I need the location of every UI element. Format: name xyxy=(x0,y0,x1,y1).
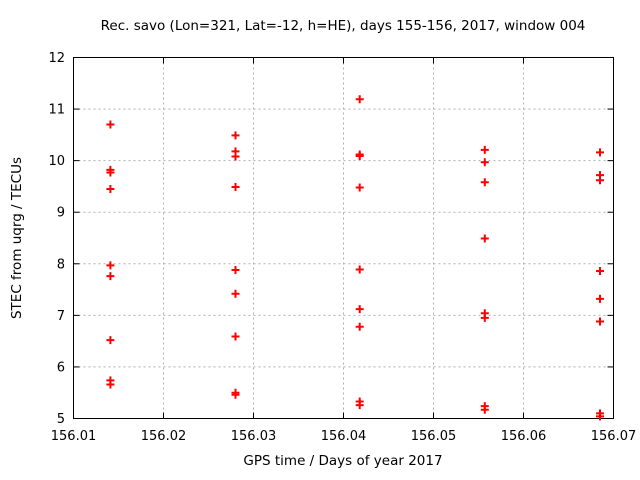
x-tick-label: 156.06 xyxy=(501,429,547,444)
x-tick-label: 156.02 xyxy=(141,429,187,444)
y-tick-label: 7 xyxy=(57,309,65,324)
data-point-marker xyxy=(355,265,364,274)
data-point-marker xyxy=(106,185,115,194)
data-point-marker xyxy=(596,317,604,326)
data-point-marker xyxy=(480,145,489,154)
x-tick-label: 156.07 xyxy=(591,429,637,444)
x-tick-label: 156.03 xyxy=(231,429,277,444)
data-point-marker xyxy=(231,265,240,274)
data-point-marker xyxy=(596,412,604,421)
x-tick-label: 156.01 xyxy=(51,429,97,444)
y-tick-label: 9 xyxy=(57,206,65,221)
data-point-marker xyxy=(106,168,115,177)
data-point-marker xyxy=(355,152,364,161)
y-tick-label: 11 xyxy=(48,103,65,118)
data-point-marker xyxy=(106,120,115,129)
data-point-marker xyxy=(231,332,240,341)
data-point-marker xyxy=(231,182,240,191)
data-point-marker xyxy=(106,336,115,345)
y-tick-label: 6 xyxy=(57,360,65,375)
data-point-marker xyxy=(355,95,364,104)
data-point-marker xyxy=(231,289,240,298)
data-point-marker xyxy=(480,405,489,414)
data-point-marker xyxy=(106,380,115,389)
data-point-marker xyxy=(596,176,604,185)
data-point-marker xyxy=(231,152,240,161)
x-axis-label: GPS time / Days of year 2017 xyxy=(243,453,443,469)
data-point-marker xyxy=(480,234,489,243)
y-tick-label: 12 xyxy=(48,51,65,66)
data-point-marker xyxy=(596,267,604,276)
y-tick-label: 8 xyxy=(57,257,65,272)
data-point-marker xyxy=(355,183,364,192)
x-tick-label: 156.04 xyxy=(321,429,367,444)
data-point-marker xyxy=(596,294,604,303)
data-point-marker xyxy=(355,322,364,331)
data-point-marker xyxy=(231,390,240,399)
data-point-marker xyxy=(106,272,115,281)
data-point-marker xyxy=(596,148,604,157)
x-tick-label: 156.05 xyxy=(411,429,457,444)
chart-title: Rec. savo (Lon=321, Lat=-12, h=HE), days… xyxy=(100,18,586,34)
data-point-marker xyxy=(355,305,364,314)
data-point-marker xyxy=(355,401,364,410)
y-tick-label: 10 xyxy=(48,154,65,169)
data-point-marker xyxy=(231,131,240,140)
y-tick-label: 5 xyxy=(57,412,65,427)
data-point-marker xyxy=(480,158,489,167)
data-point-marker xyxy=(106,261,115,270)
data-point-marker xyxy=(480,313,489,322)
data-point-marker xyxy=(480,178,489,187)
